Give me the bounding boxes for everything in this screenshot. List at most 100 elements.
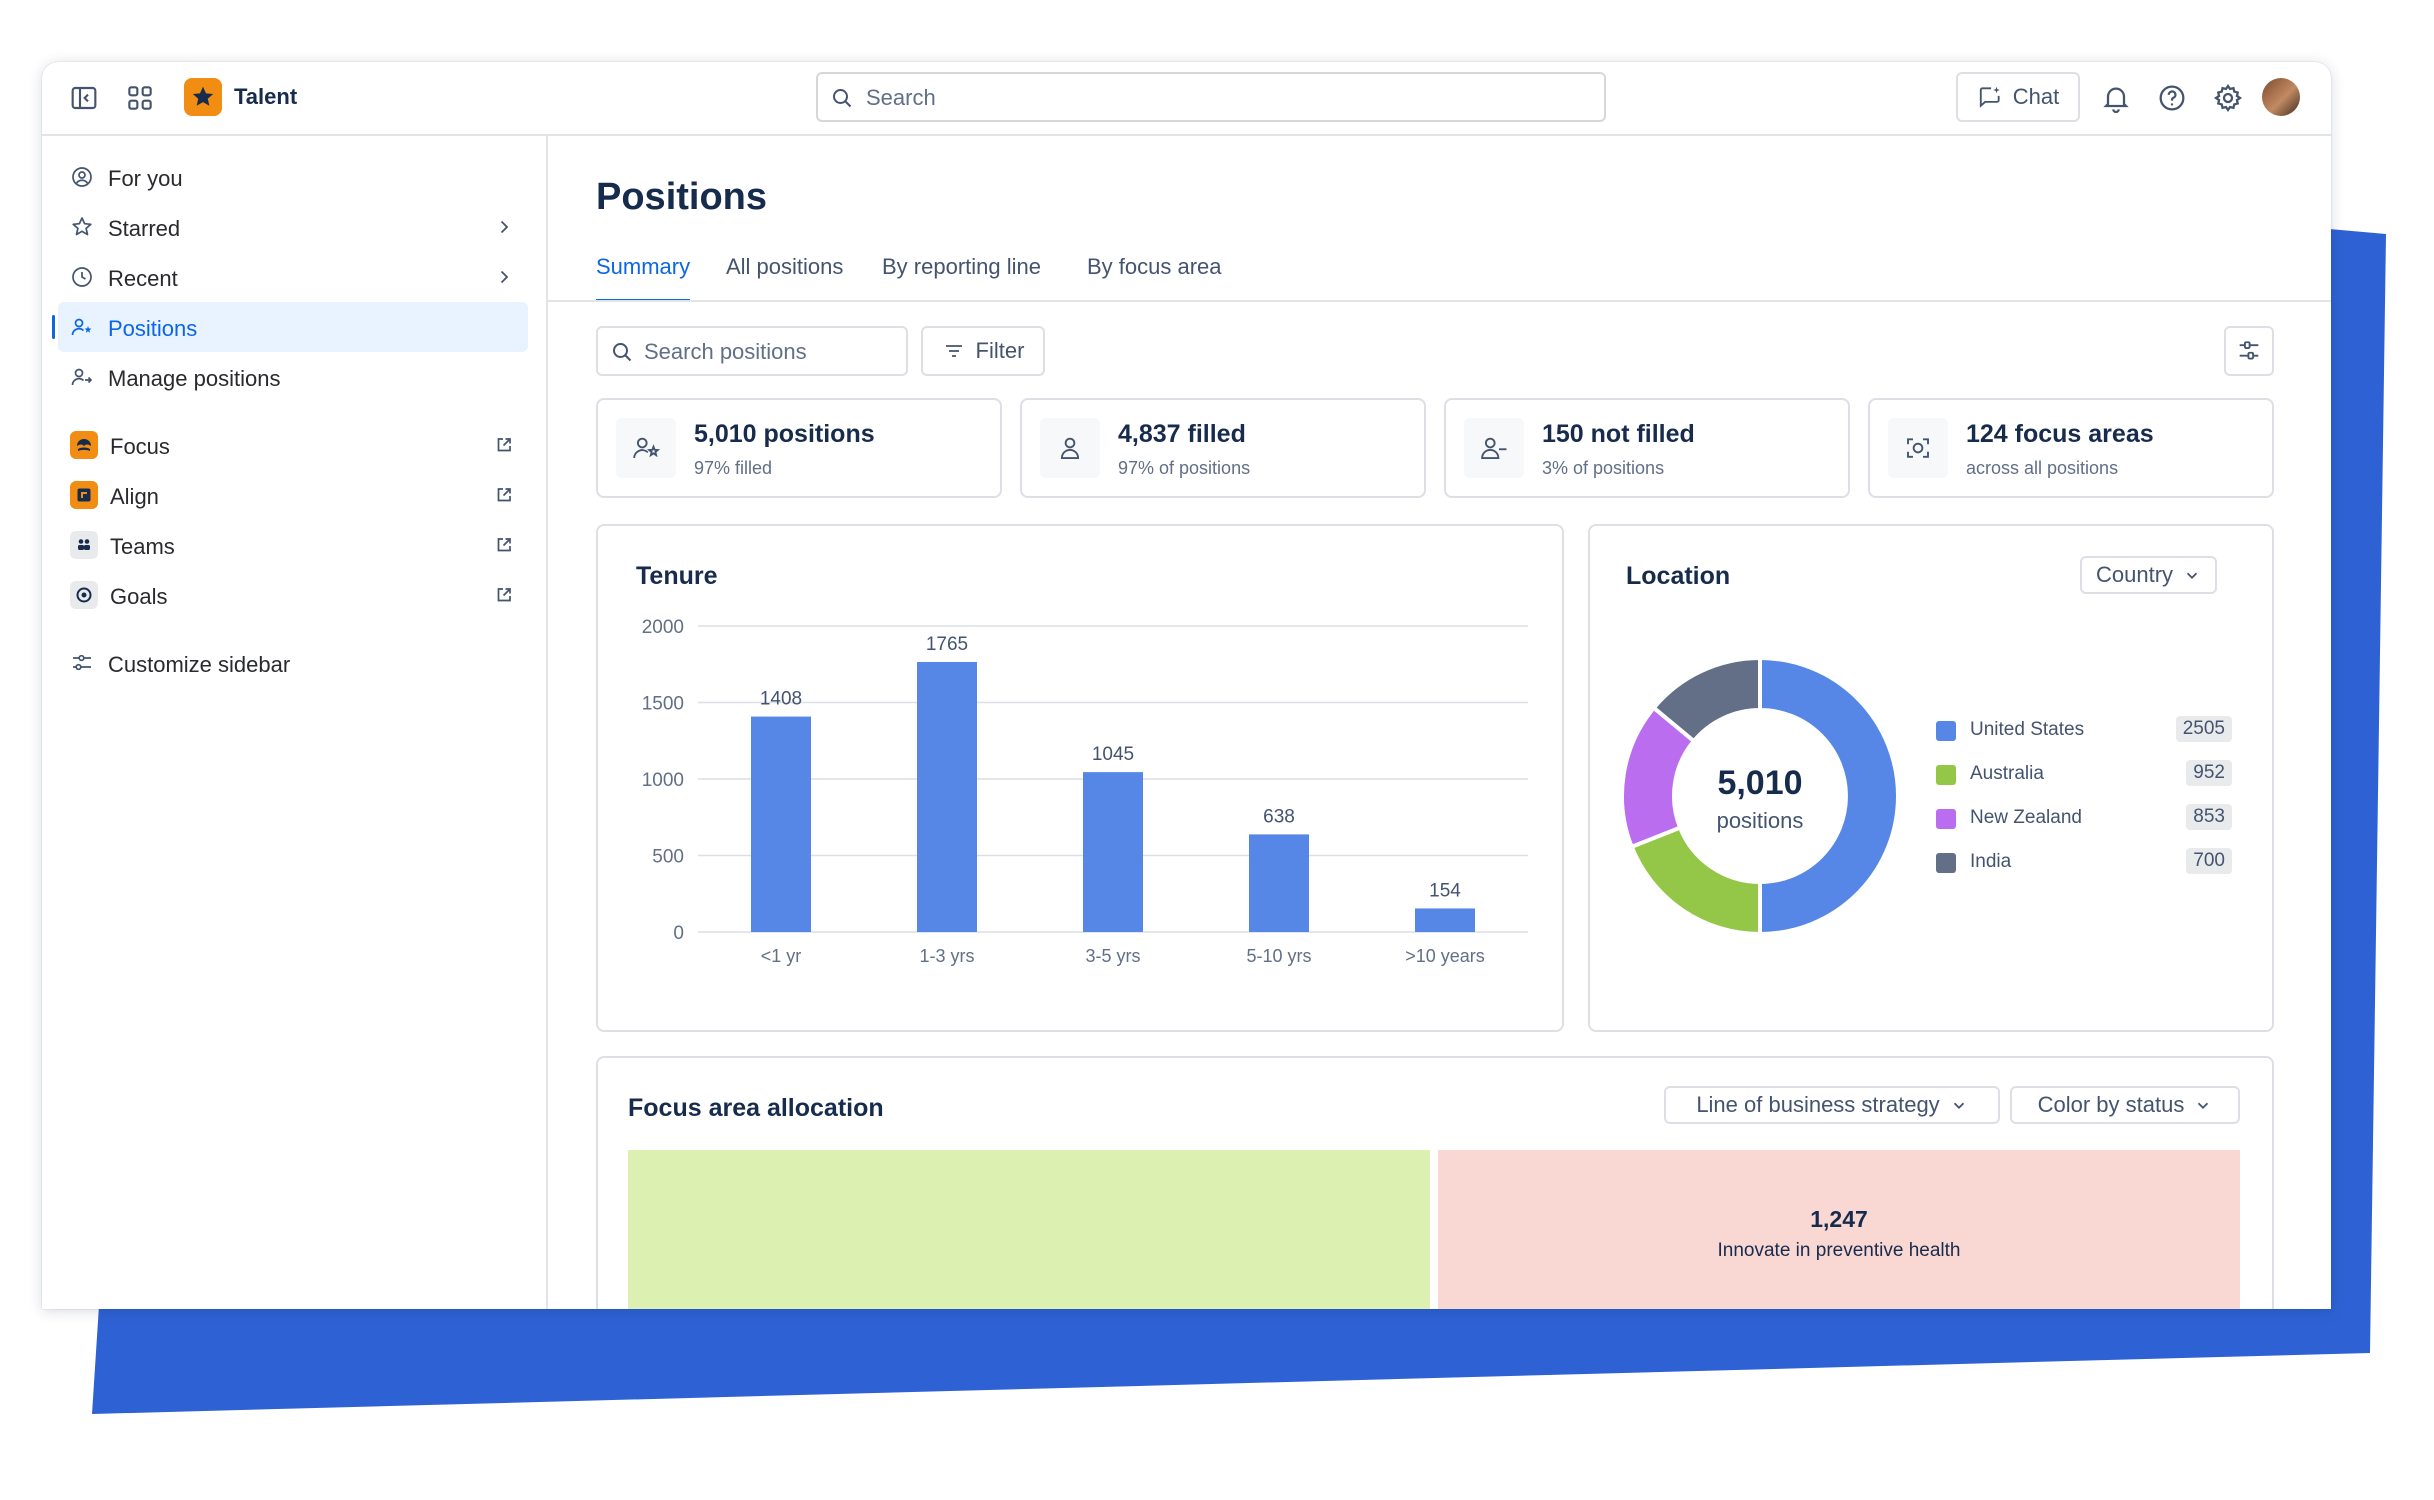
external-link-icon[interactable] — [494, 585, 514, 605]
treemap-tile-green[interactable] — [628, 1150, 1430, 1309]
top-navigation: Talent Chat — [42, 62, 2331, 136]
person-minus-icon — [1464, 418, 1524, 478]
positions-icon — [71, 318, 92, 336]
stat-title: 5,010 positions — [694, 420, 875, 448]
manage-positions-icon — [71, 368, 93, 386]
chevron-right-icon[interactable] — [494, 217, 514, 237]
stat-title: 124 focus areas — [1966, 420, 2154, 448]
app-switcher-icon[interactable] — [124, 82, 156, 114]
stat-subtitle: 97% of positions — [1118, 458, 1251, 478]
customize-icon — [73, 654, 91, 671]
stat-card-filled[interactable]: 4,837 filled 97% of positions — [1020, 398, 1426, 498]
external-link-icon[interactable] — [494, 535, 514, 555]
legend-label: India — [1970, 851, 2012, 872]
search-input[interactable] — [864, 80, 1568, 116]
line-of-business-label: Line of business strategy — [1696, 1092, 1940, 1117]
legend-item[interactable]: India 700 — [1936, 848, 2232, 878]
external-link-icon[interactable] — [494, 485, 514, 505]
bar — [1415, 908, 1475, 932]
sidebar-app-align[interactable]: Align — [58, 470, 528, 520]
x-tick-label: >10 years — [1405, 946, 1485, 966]
bar-data-label: 638 — [1263, 806, 1295, 827]
legend-swatch — [1936, 765, 1956, 785]
bar — [917, 661, 977, 932]
star-outline-icon — [72, 217, 92, 236]
settings-sliders-icon — [2239, 341, 2259, 360]
treemap-tile-preventive-health[interactable]: 1,247 Innovate in preventive health — [1438, 1150, 2240, 1309]
bell-icon[interactable] — [2100, 82, 2132, 114]
legend-item[interactable]: United States 2505 — [1936, 716, 2232, 746]
x-tick-label: 1-3 yrs — [919, 946, 974, 966]
chat-button[interactable]: Chat — [1956, 72, 2080, 122]
stat-card-positions[interactable]: 5,010 positions 97% filled — [596, 398, 1002, 498]
country-dropdown[interactable]: Country — [2080, 556, 2218, 594]
legend-value: 700 — [2186, 848, 2232, 874]
bar-data-label: 1765 — [926, 634, 968, 655]
active-indicator — [52, 315, 55, 339]
filter-button[interactable]: Filter — [921, 326, 1045, 376]
stat-subtitle: across all positions — [1966, 458, 2119, 478]
sidebar-item-starred[interactable]: Starred — [58, 202, 528, 252]
location-title: Location — [1626, 562, 1731, 590]
sidebar-app-focus[interactable]: Focus — [58, 420, 528, 470]
filter-label: Filter — [975, 338, 1025, 363]
sidebar-item-positions[interactable]: Positions — [52, 302, 528, 352]
clock-icon — [72, 267, 92, 287]
tab-by-focus-area[interactable]: By focus area — [1087, 254, 1222, 279]
sidebar-item-label: Focus — [110, 434, 170, 459]
x-tick-label: <1 yr — [761, 946, 802, 966]
legend-label: Australia — [1970, 763, 2044, 784]
line-of-business-dropdown[interactable]: Line of business strategy — [1664, 1086, 2000, 1124]
tab-all-positions[interactable]: All positions — [726, 254, 844, 279]
x-tick-label: 3-5 yrs — [1085, 946, 1140, 966]
legend-item[interactable]: Australia 952 — [1936, 760, 2232, 790]
tab-summary[interactable]: Summary — [596, 254, 691, 302]
y-tick-label: 1500 — [642, 694, 684, 715]
external-link-icon[interactable] — [494, 435, 514, 455]
avatar[interactable] — [2262, 78, 2300, 116]
app-window: Talent Chat For you Starred Recent — [42, 62, 2331, 1309]
sidebar-item-manage-positions[interactable]: Manage positions — [58, 352, 528, 402]
color-by-status-dropdown[interactable]: Color by status — [2010, 1086, 2240, 1124]
sidebar-app-goals[interactable]: Goals — [58, 570, 528, 620]
chevron-down-icon — [2186, 572, 2198, 579]
sidebar-item-label: Manage positions — [108, 366, 281, 391]
talent-logo[interactable] — [184, 78, 222, 116]
sidebar-toggle-icon[interactable] — [68, 82, 100, 114]
chevron-down-icon — [1953, 1102, 1964, 1109]
stat-subtitle: 97% filled — [694, 458, 773, 478]
stat-subtitle: 3% of positions — [1542, 458, 1665, 478]
bar — [1249, 834, 1309, 932]
chat-icon — [1979, 86, 2000, 108]
goals-app-icon — [70, 581, 98, 609]
sidebar-item-recent[interactable]: Recent — [58, 252, 528, 302]
search-icon — [613, 343, 632, 362]
position-search[interactable] — [596, 326, 908, 376]
bar-data-label: 154 — [1429, 880, 1461, 901]
tenure-bar-chart: 0 500 1000 1500 2000 1408 <1 yr 1765 1-3 yrs 1045… — [642, 617, 1528, 966]
legend-item[interactable]: New Zealand 853 — [1936, 804, 2232, 834]
star-icon — [192, 86, 214, 106]
legend-swatch — [1936, 809, 1956, 829]
global-search[interactable] — [816, 72, 1606, 122]
chevron-right-icon[interactable] — [494, 267, 514, 287]
tab-by-reporting-line[interactable]: By reporting line — [882, 254, 1041, 279]
gear-icon[interactable] — [2212, 82, 2244, 114]
search-icon — [833, 89, 852, 108]
sidebar-app-teams[interactable]: Teams — [58, 520, 528, 570]
app-name[interactable]: Talent — [234, 84, 298, 109]
search-positions-input[interactable] — [642, 336, 896, 368]
focus-scan-icon — [1888, 418, 1948, 478]
view-settings-button[interactable] — [2224, 326, 2274, 376]
y-tick-label: 1000 — [642, 770, 684, 791]
stat-card-focus-areas[interactable]: 124 focus areas across all positions — [1868, 398, 2274, 498]
filter-icon — [945, 345, 962, 357]
sidebar-item-for-you[interactable]: For you — [58, 152, 528, 202]
help-icon[interactable] — [2156, 82, 2188, 114]
legend-swatch — [1936, 721, 1956, 741]
sidebar-item-label: Goals — [110, 584, 168, 609]
customize-sidebar[interactable]: Customize sidebar — [58, 638, 528, 688]
donut-slice — [1651, 655, 1762, 744]
stat-card-not-filled[interactable]: 150 not filled 3% of positions — [1444, 398, 1850, 498]
bar — [751, 716, 811, 932]
